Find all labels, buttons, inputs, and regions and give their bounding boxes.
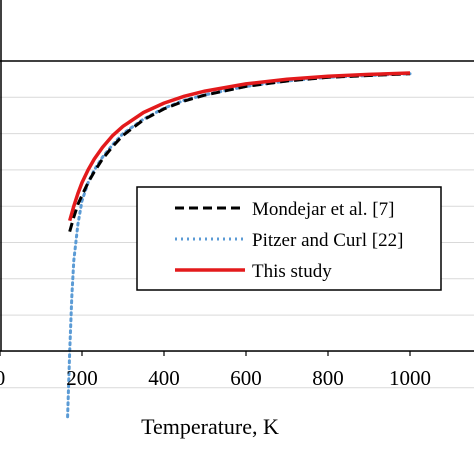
series-line-0 — [68, 72, 411, 233]
x-tick-label: 1000 — [389, 366, 431, 390]
legend-label-pitzer: Pitzer and Curl [22] — [252, 230, 403, 251]
x-tick-label: 600 — [230, 366, 262, 390]
series-layer — [66, 71, 412, 419]
x-tick-label: 200 — [66, 366, 98, 390]
legend-label-this-study: This study — [252, 261, 332, 282]
legend: Mondejar et al. [7] Pitzer and Curl [22]… — [136, 186, 442, 291]
x-tick-label: 400 — [148, 366, 180, 390]
x-axis-title: Temperature, K — [141, 414, 279, 439]
x-tick-label: 0 — [0, 366, 5, 390]
x-tick-label: 800 — [312, 366, 344, 390]
series-line-2 — [68, 71, 411, 222]
x-tick-labels: 0 200 400 600 800 1000 — [0, 366, 431, 390]
legend-label-mondejar: Mondejar et al. [7] — [252, 199, 394, 220]
axes-frame — [0, 0, 474, 356]
